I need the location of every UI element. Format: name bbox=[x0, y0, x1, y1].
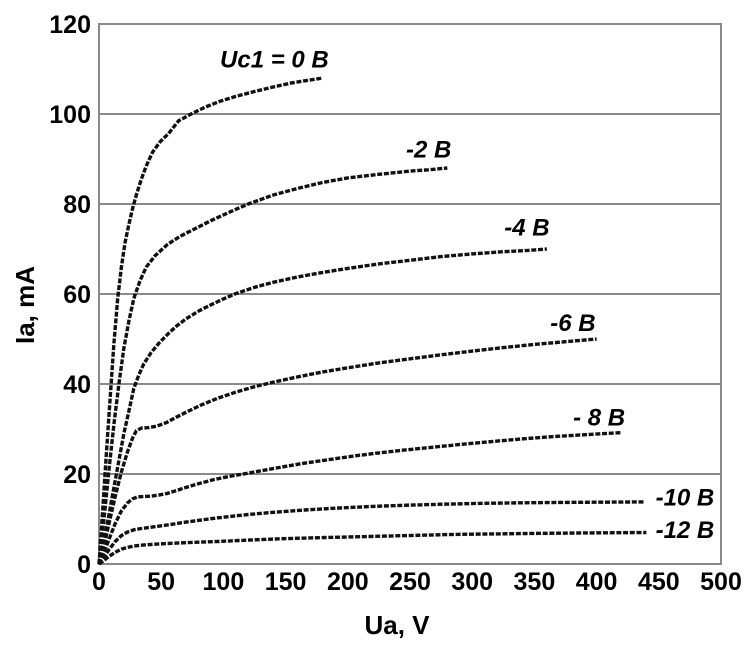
x-tick-label-450: 450 bbox=[638, 568, 680, 596]
curve--4-b bbox=[97, 247, 547, 565]
curve-label--2-b: -2 B bbox=[406, 137, 451, 164]
y-tick-label-120: 120 bbox=[49, 11, 91, 39]
x-tick-label-350: 350 bbox=[514, 568, 556, 596]
x-tick-label-300: 300 bbox=[451, 568, 493, 596]
x-tick-label-0: 0 bbox=[92, 568, 106, 596]
x-tick-label-100: 100 bbox=[203, 568, 245, 596]
x-tick-label-150: 150 bbox=[265, 568, 307, 596]
y-tick-label-40: 40 bbox=[63, 371, 91, 399]
y-tick-label-0: 0 bbox=[77, 551, 91, 579]
curve-label--6-b: -6 B bbox=[550, 310, 595, 337]
x-tick-label-200: 200 bbox=[327, 568, 369, 596]
curve-label--12-b: -12 B bbox=[656, 517, 715, 544]
y-tick-label-60: 60 bbox=[63, 281, 91, 309]
x-tick-label-250: 250 bbox=[389, 568, 431, 596]
plot-border bbox=[98, 23, 722, 565]
y-tick-label-20: 20 bbox=[63, 461, 91, 489]
x-tick-label-500: 500 bbox=[700, 568, 742, 596]
x-tick-label-50: 50 bbox=[147, 568, 175, 596]
y-axis-title: Ia, mA bbox=[10, 266, 40, 344]
curve--10-b bbox=[97, 500, 644, 566]
y-tick-label-80: 80 bbox=[63, 191, 91, 219]
curve-label--4-b: -4 B bbox=[504, 214, 549, 241]
curve--12-b bbox=[98, 530, 647, 566]
curve-label--8-b: - 8 B bbox=[573, 404, 625, 431]
x-axis-title: Ua, V bbox=[364, 610, 430, 640]
x-tick-label-400: 400 bbox=[576, 568, 618, 596]
curve-uc1-0-b bbox=[97, 76, 324, 565]
curve--2-b bbox=[97, 166, 448, 565]
curve--6-b bbox=[97, 337, 597, 565]
curve-label-uc1-0-b: Uc1 = 0 B bbox=[220, 47, 329, 74]
y-tick-label-100: 100 bbox=[49, 101, 91, 129]
curve--8-b bbox=[97, 430, 622, 565]
curve-label--10-b: -10 B bbox=[656, 484, 715, 511]
